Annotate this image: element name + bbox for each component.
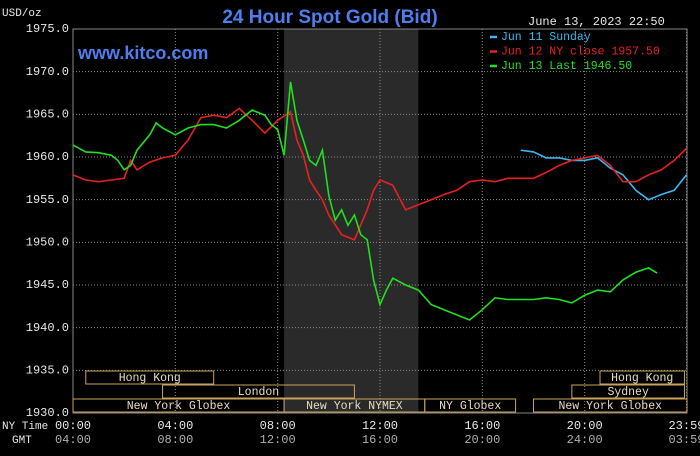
legend-label: Jun 12 NY close 1957.50 [501,46,660,59]
y-tick-label: 1975.0 [26,22,69,36]
x-tick-label: 20:00 [567,419,603,433]
x-tick-label: 04:00 [157,419,193,433]
y-tick-label: 1930.0 [26,406,69,420]
session-box [424,398,517,413]
y-tick-label: 1935.0 [26,364,69,378]
y-tick-label: 1950.0 [26,236,69,250]
x2-tick-label: 08:00 [157,433,193,447]
series-line [72,107,688,241]
session-box [571,384,685,399]
y-tick-label: 1940.0 [26,321,69,335]
x-axis-label: NY Time [2,421,48,433]
plot-frame [72,28,688,414]
legend-label: Jun 13 Last 1946.50 [501,60,632,73]
y-tick-label: 1970.0 [26,65,69,79]
chart-title: 24 Hour Spot Gold (Bid) [222,7,437,28]
session-label: New York Globex [558,400,662,413]
session-label: New York NYMEX [306,400,403,413]
series-line [72,81,658,321]
x-tick-label: 16:00 [464,419,500,433]
y-tick-label: 1955.0 [26,193,69,207]
x2-tick-label: 03:59 [668,433,700,447]
x-tick-label: 12:00 [362,419,398,433]
y-tick-label: 1960.0 [26,150,69,164]
x2-axis-label: GMT [12,435,32,447]
x2-tick-label: 04:00 [55,433,91,447]
session-label: NY Globex [439,400,501,413]
x2-tick-label: 24:00 [567,433,603,447]
legend-label: Jun 11 Sunday [501,31,591,44]
series-line [520,149,688,201]
session-label: Hong Kong [119,372,181,385]
x2-tick-label: 12:00 [260,433,296,447]
x2-tick-label: 20:00 [464,433,500,447]
session-box [162,384,355,399]
x2-tick-label: 16:00 [362,433,398,447]
y-tick-label: 1965.0 [26,108,69,122]
session-label: Sydney [607,386,649,399]
x-tick-label: 08:00 [260,419,296,433]
session-label: London [238,386,279,399]
session-box [533,398,688,413]
session-label: Hong Kong [611,372,673,385]
subtitle: www.kitco.com [77,43,208,63]
timestamp: June 13, 2023 22:50 [528,15,665,29]
session-box [599,370,685,385]
session-box [85,370,215,385]
x-tick-label: 23:59 [668,419,700,433]
x-tick-label: 00:00 [55,419,91,433]
session-label: New York Globex [127,400,231,413]
y-axis-label: USD/oz [2,8,42,20]
y-tick-label: 1945.0 [26,278,69,292]
